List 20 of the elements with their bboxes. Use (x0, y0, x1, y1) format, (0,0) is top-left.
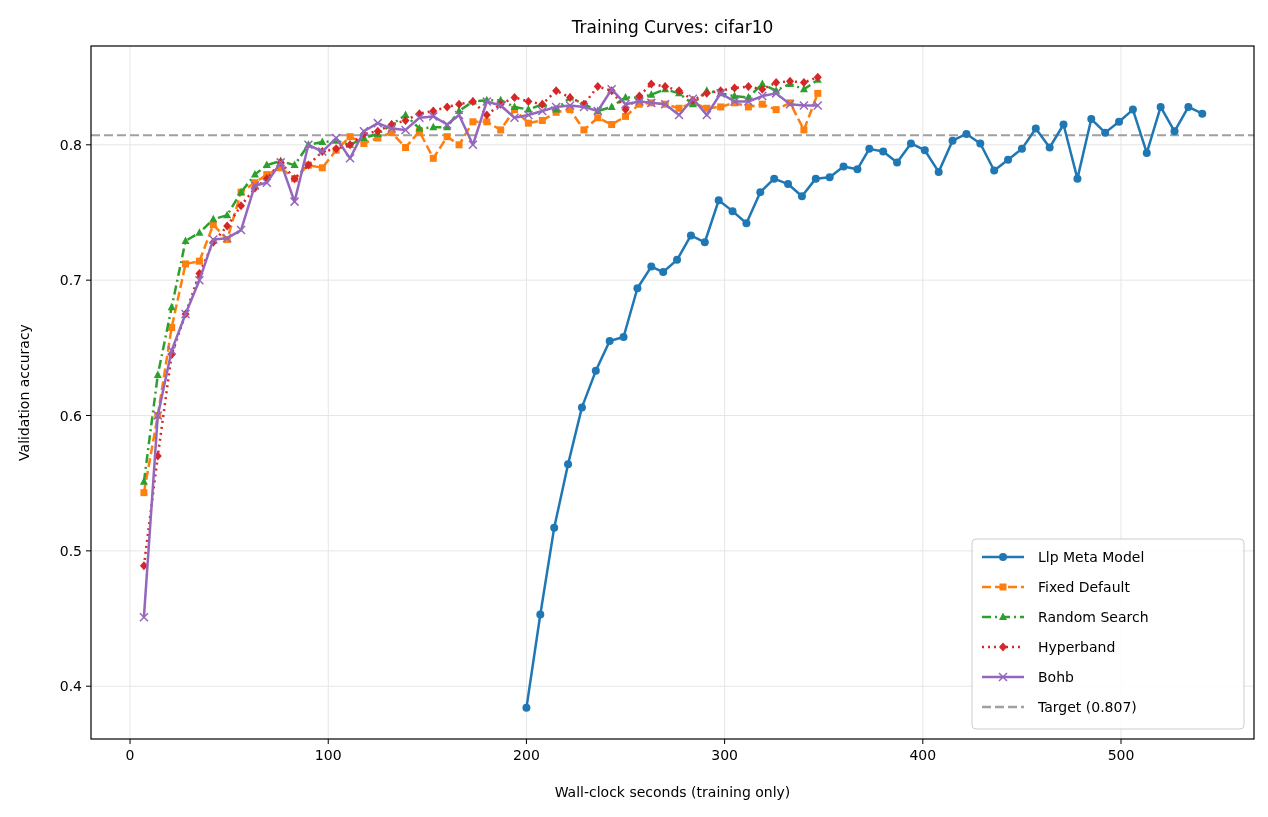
y-axis-title: Validation accuracy (16, 324, 32, 461)
legend-label: Target (0.807) (1037, 699, 1137, 715)
x-tick-label: 500 (1107, 747, 1135, 763)
y-tick-label: 0.4 (59, 678, 83, 695)
x-axis-title: Wall-clock seconds (training only) (554, 784, 791, 800)
legend-label: Random Search (1038, 609, 1149, 625)
x-tick-label: 300 (711, 747, 738, 763)
x-tick-label: 200 (513, 747, 540, 763)
y-tick-label: 0.5 (59, 542, 82, 559)
legend-label: Hyperband (1038, 639, 1116, 655)
legend-label: Llp Meta Model (1038, 549, 1145, 565)
chart-title: Training Curves: cifar10 (570, 17, 774, 37)
x-tick-label: 400 (909, 747, 937, 763)
y-tick-label: 0.7 (59, 272, 82, 289)
y-tick-label: 0.6 (59, 407, 83, 424)
x-tick-label: 100 (314, 747, 342, 763)
y-tick-label: 0.8 (59, 136, 82, 153)
legend-label: Bohb (1038, 669, 1075, 685)
legend-label: Fixed Default (1038, 579, 1131, 595)
x-tick-label: 0 (125, 747, 135, 763)
